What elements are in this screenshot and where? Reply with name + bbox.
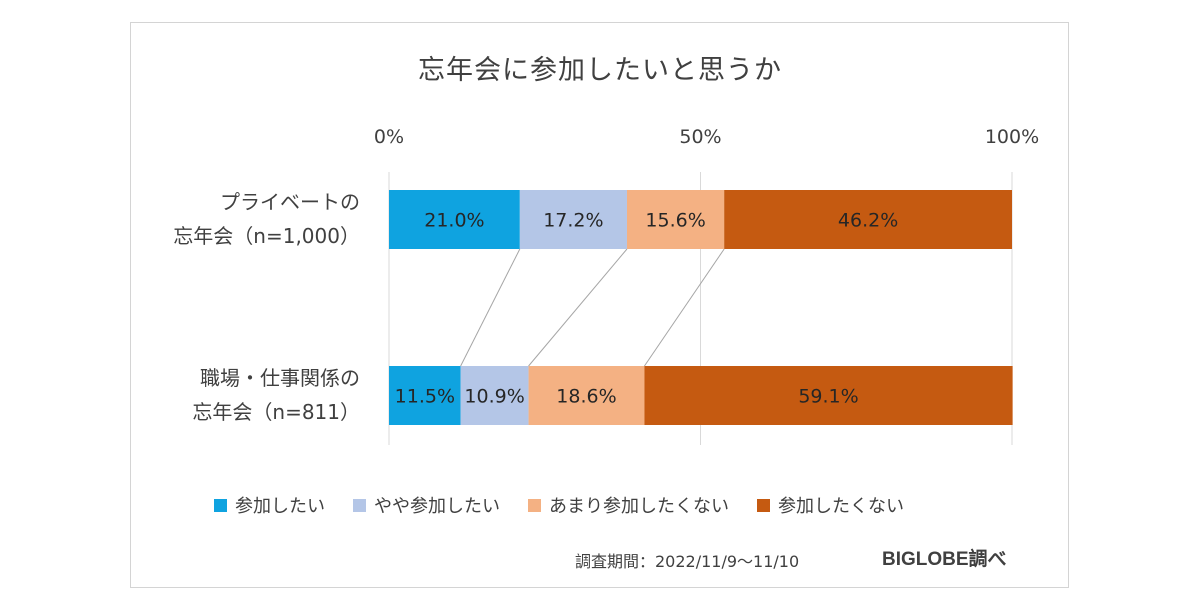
x-tick-label-0: 0% [374,126,404,148]
bar-segment-1-3 [644,366,1013,425]
category-label-0: プライベートの忘年会（n=1,000） [140,185,360,253]
data-label-1-2: 18.6% [556,386,616,408]
legend-swatch-2 [528,498,541,512]
category-label-line-0-0: プライベートの [220,190,360,214]
x-tick-label-1: 50% [679,126,721,148]
chart-frame [130,22,1069,588]
legend-label-2: あまり参加したくない [549,496,729,517]
legend-item-0: 参加したい [214,492,325,518]
data-label-0-3: 46.2% [838,210,898,232]
legend-item-3: 参加したくない [757,492,904,518]
legend-label-0: 参加したい [235,496,325,517]
series-connector-1 [528,248,628,367]
series-connector-0 [460,248,521,367]
category-label-line-1-1: 忘年会（n=811） [192,400,360,424]
chart-title: 忘年会に参加したいと思うか [418,55,782,86]
legend-item-1: やや参加したい [353,492,500,518]
x-tick-label-2: 100% [985,126,1039,148]
data-label-0-1: 17.2% [543,210,603,232]
data-label-0-2: 15.6% [645,210,705,232]
bar-segment-0-2 [626,190,725,249]
bar-segment-1-2 [528,366,645,425]
survey-period: 調査期間：2022/11/9～11/10 [575,552,800,571]
bar-segment-0-3 [724,190,1012,249]
bar-segment-1-1 [460,366,529,425]
data-label-1-3: 59.1% [798,386,858,408]
category-label-1: 職場・仕事関係の忘年会（n=811） [140,361,360,429]
legend-swatch-1 [353,498,366,512]
legend-label-1: やや参加したい [374,496,500,517]
bar-segment-1-0 [389,366,461,425]
data-label-1-1: 10.9% [464,386,524,408]
bar-segment-0-0 [389,190,520,249]
series-connector-2 [644,248,725,367]
data-label-1-0: 11.5% [395,386,455,408]
legend: 参加したい やや参加したい あまり参加したくない 参加したくない [214,491,932,519]
legend-swatch-3 [757,498,770,512]
legend-swatch-0 [214,498,227,512]
legend-item-2: あまり参加したくない [528,492,729,518]
brand-credit: BIGLOBE調べ [882,549,1007,570]
data-label-0-0: 21.0% [424,210,484,232]
category-label-line-1-0: 職場・仕事関係の [200,366,360,390]
legend-label-3: 参加したくない [778,496,904,517]
bar-segment-0-1 [519,190,627,249]
category-label-line-0-1: 忘年会（n=1,000） [173,224,360,248]
